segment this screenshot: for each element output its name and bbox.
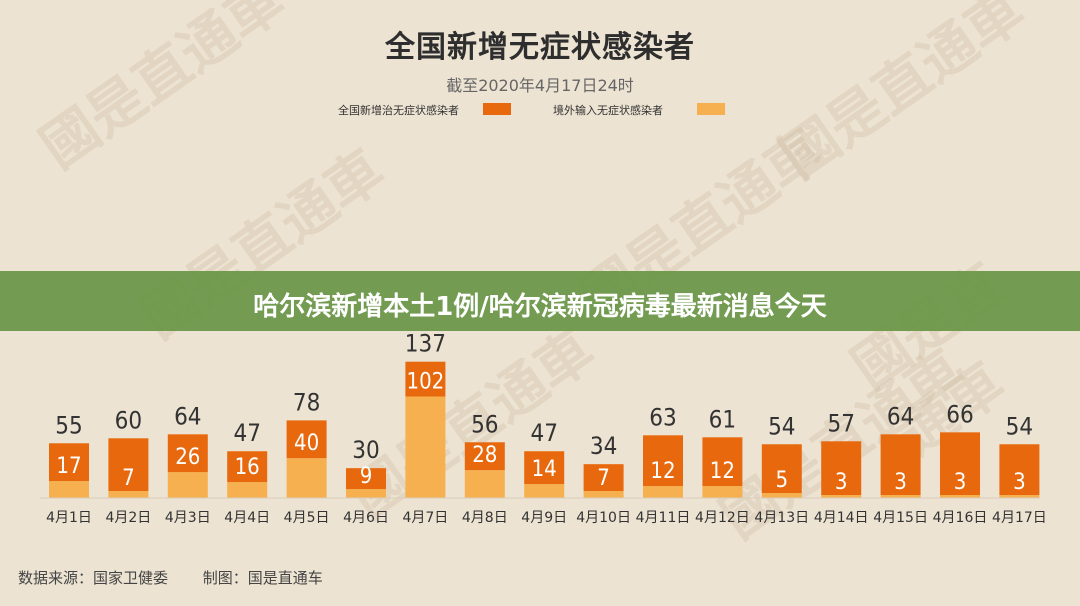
legend-label-imported: 境外输入无症状感染者 — [553, 104, 663, 117]
bar-imported — [405, 396, 446, 498]
bar-imported — [583, 491, 624, 498]
bar-domestic — [702, 437, 743, 487]
bar-domestic — [880, 434, 921, 496]
footer: 数据来源：国家卫健委 制图：国是直通车 — [18, 567, 353, 588]
data-label-total: 78 — [293, 388, 320, 416]
chart-subtitle: 截至2020年4月17日24时 — [446, 76, 634, 95]
data-label-total: 64 — [174, 402, 201, 430]
data-source: 数据来源：国家卫健委 — [18, 569, 169, 587]
data-label-total: 56 — [471, 410, 498, 438]
bar-imported — [702, 486, 743, 498]
x-tick-label: 4月4日 — [224, 510, 270, 526]
x-tick-label: 4月5日 — [284, 510, 330, 526]
bar-domestic — [227, 451, 268, 483]
x-tick-label: 4月14日 — [814, 510, 869, 526]
bar-imported — [108, 491, 149, 498]
bar-imported — [880, 495, 921, 498]
bar-imported — [643, 486, 683, 498]
x-tick-label: 4月3日 — [165, 510, 211, 526]
x-tick-label: 4月13日 — [754, 510, 809, 526]
data-label-total: 64 — [887, 402, 914, 430]
x-tick-label: 4月9日 — [521, 510, 567, 526]
data-label-imported: 5 — [776, 468, 789, 493]
bar-domestic — [643, 435, 683, 487]
x-tick-label: 4月2日 — [105, 510, 151, 526]
data-label-imported: 12 — [710, 459, 735, 484]
data-label-imported: 28 — [472, 443, 497, 468]
bar-domestic — [108, 438, 149, 492]
bar-domestic — [464, 442, 505, 471]
data-label-imported: 14 — [532, 457, 557, 482]
data-label-total: 30 — [352, 436, 379, 464]
legend-swatch-domestic — [483, 103, 511, 115]
data-label-total: 66 — [946, 400, 973, 428]
data-label-total: 54 — [1006, 412, 1033, 440]
data-label-total: 61 — [709, 405, 736, 433]
bar-domestic — [583, 464, 624, 492]
bar-domestic — [821, 441, 862, 496]
data-label-imported: 7 — [597, 466, 610, 491]
data-label-imported: 3 — [894, 470, 907, 495]
x-tick-label: 4月10日 — [576, 510, 631, 526]
data-label-imported: 12 — [650, 459, 675, 484]
bar-imported — [524, 484, 565, 498]
bar-imported — [821, 495, 862, 498]
data-label-imported: 17 — [56, 454, 81, 479]
legend-swatch-imported — [697, 103, 725, 115]
data-label-imported: 40 — [294, 431, 319, 456]
bar-imported — [227, 482, 268, 498]
data-label-total: 137 — [405, 330, 446, 358]
legend-label-domestic: 全国新增治无症状感染者 — [338, 104, 459, 117]
data-label-total: 60 — [115, 406, 142, 434]
chart-title: 全国新增无症状感染者 — [385, 30, 695, 65]
data-label-imported: 16 — [235, 455, 260, 480]
x-tick-label: 4月1日 — [46, 510, 92, 526]
data-label-imported: 3 — [835, 470, 848, 495]
data-label-total: 34 — [590, 432, 617, 460]
data-label-total: 63 — [649, 403, 676, 431]
x-tick-label: 4月8日 — [462, 510, 508, 526]
x-tick-label: 4月11日 — [636, 510, 691, 526]
bar-imported — [940, 495, 980, 498]
x-tick-label: 4月15日 — [873, 510, 928, 526]
data-label-imported: 3 — [1013, 470, 1026, 495]
bar-domestic — [940, 432, 980, 496]
bar-domestic — [346, 468, 386, 490]
headline-banner — [0, 271, 1080, 331]
data-label-imported: 26 — [175, 445, 200, 470]
data-label-total: 57 — [827, 409, 854, 437]
bar-domestic — [999, 444, 1040, 496]
bar-domestic — [524, 451, 565, 485]
data-label-total: 47 — [233, 419, 260, 447]
data-label-imported: 3 — [954, 470, 967, 495]
bar-domestic — [167, 434, 208, 473]
chart-maker: 制图：国是直通车 — [202, 569, 323, 587]
bar-imported — [167, 472, 208, 498]
data-label-total: 47 — [530, 419, 557, 447]
bar-imported — [464, 470, 505, 498]
data-label-total: 55 — [55, 411, 82, 439]
x-tick-label: 4月16日 — [933, 510, 988, 526]
bar-imported — [49, 481, 89, 498]
data-label-imported: 9 — [360, 464, 373, 489]
data-label-imported: 102 — [407, 370, 445, 395]
x-tick-label: 4月17日 — [992, 510, 1047, 526]
x-tick-label: 4月12日 — [695, 510, 750, 526]
bar-domestic — [761, 444, 802, 494]
data-label-total: 54 — [768, 412, 795, 440]
bar-domestic — [286, 420, 327, 459]
bar-imported — [286, 458, 327, 498]
bar-domestic — [405, 361, 446, 397]
data-label-imported: 7 — [122, 466, 135, 491]
bar-imported — [999, 495, 1040, 498]
bar-imported — [761, 493, 802, 498]
bar-domestic — [49, 443, 89, 482]
headline-text: 哈尔滨新增本土1例/哈尔滨新冠病毒最新消息今天 — [253, 292, 827, 322]
x-tick-label: 4月7日 — [402, 510, 448, 526]
bar-imported — [346, 489, 386, 498]
x-tick-label: 4月6日 — [343, 510, 389, 526]
